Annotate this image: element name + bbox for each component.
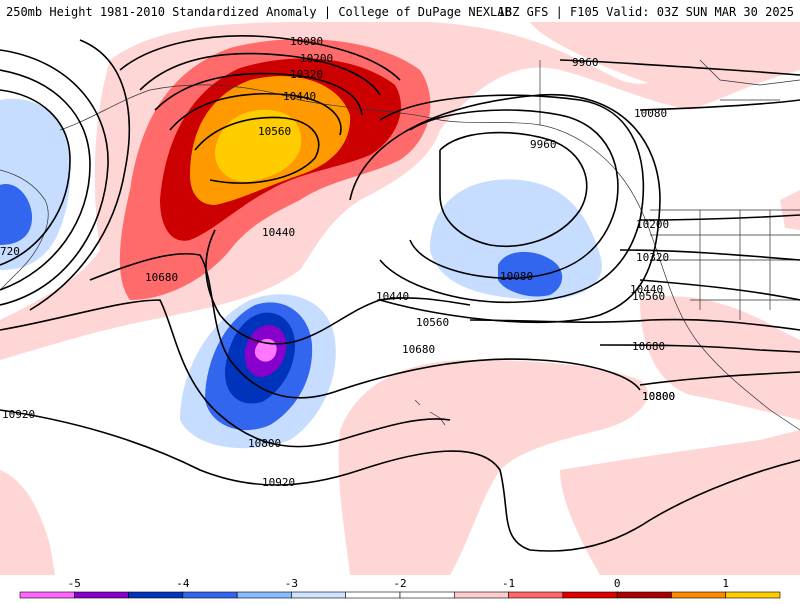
colorbar-swatch xyxy=(291,591,347,599)
height-contours xyxy=(0,35,800,552)
contour-label: 10800 xyxy=(642,390,675,403)
contour-label: 10440 xyxy=(283,90,316,103)
colorbar-swatch xyxy=(128,591,184,599)
contour-label: 10320 xyxy=(636,251,669,264)
contour-labels: 10080 10200 10320 10440 10560 10440 1068… xyxy=(0,35,675,489)
contour-label: 10680 xyxy=(402,343,435,356)
contour-label: 10080 xyxy=(290,35,323,48)
colorbar-tick-labels: -5-4-3-2-1012345 xyxy=(68,577,729,590)
map-header: 250mb Height 1981-2010 Standardized Anom… xyxy=(0,0,800,22)
colorbar-swatch xyxy=(453,591,509,599)
colorbar-swatch xyxy=(345,591,401,599)
colorbar-swatch xyxy=(236,591,292,599)
colorbar-tick-label: 1 xyxy=(722,577,729,590)
contour-label: 10080 xyxy=(634,107,667,120)
contour-label: 10680 xyxy=(145,271,178,284)
contour-label: 10920 xyxy=(262,476,295,489)
contour-label: 10440 xyxy=(376,290,409,303)
contour-label: 10440 xyxy=(262,226,295,239)
colorbar-swatch xyxy=(399,591,455,599)
contour-label: 10560 xyxy=(258,125,291,138)
colorbar-tick-label: 0 xyxy=(614,577,621,590)
colorbar: -5-4-3-2-1012345 xyxy=(0,575,800,600)
colorbar-swatch xyxy=(725,591,781,599)
strong-positive-anomaly xyxy=(119,39,431,300)
colorbar-tick-label: -3 xyxy=(285,577,298,590)
contour-label: 10800 xyxy=(642,390,675,403)
colorbar-swatch xyxy=(19,591,75,599)
colorbar-tick-label: -5 xyxy=(68,577,81,590)
map-title: 250mb Height 1981-2010 Standardized Anom… xyxy=(6,5,512,19)
contour-label: 720 xyxy=(0,245,20,258)
colorbar-swatch xyxy=(182,591,238,599)
contour-label: 10920 xyxy=(2,408,35,421)
contour-label: 10680 xyxy=(632,340,665,353)
contour-label: 10560 xyxy=(632,290,665,303)
colorbar-swatch xyxy=(73,591,129,599)
contour-label: 10560 xyxy=(416,316,449,329)
colorbar-tick-label: -1 xyxy=(502,577,515,590)
contour-label: 10200 xyxy=(636,218,669,231)
contour-label: 9960 xyxy=(530,138,557,151)
colorbar-swatch xyxy=(562,591,618,599)
colorbar-swatch xyxy=(508,591,564,599)
contour-label: 10320 xyxy=(290,68,323,81)
contour-label: 10440 xyxy=(630,283,663,296)
contour-label: 10800 xyxy=(248,437,281,450)
anomaly-map: 10080 10200 10320 10440 10560 10440 1068… xyxy=(0,22,800,575)
contour-label: 10080 xyxy=(500,270,533,283)
colorbar-swatches xyxy=(19,591,781,599)
contour-label: 10200 xyxy=(300,52,333,65)
colorbar-swatch xyxy=(671,591,727,599)
contour-label: 9960 xyxy=(572,56,599,69)
colorbar-tick-label: -2 xyxy=(393,577,406,590)
model-run-info: 18Z GFS | F105 Valid: 03Z SUN MAR 30 202… xyxy=(497,5,794,19)
colorbar-swatch xyxy=(616,591,672,599)
colorbar-tick-label: -4 xyxy=(176,577,190,590)
